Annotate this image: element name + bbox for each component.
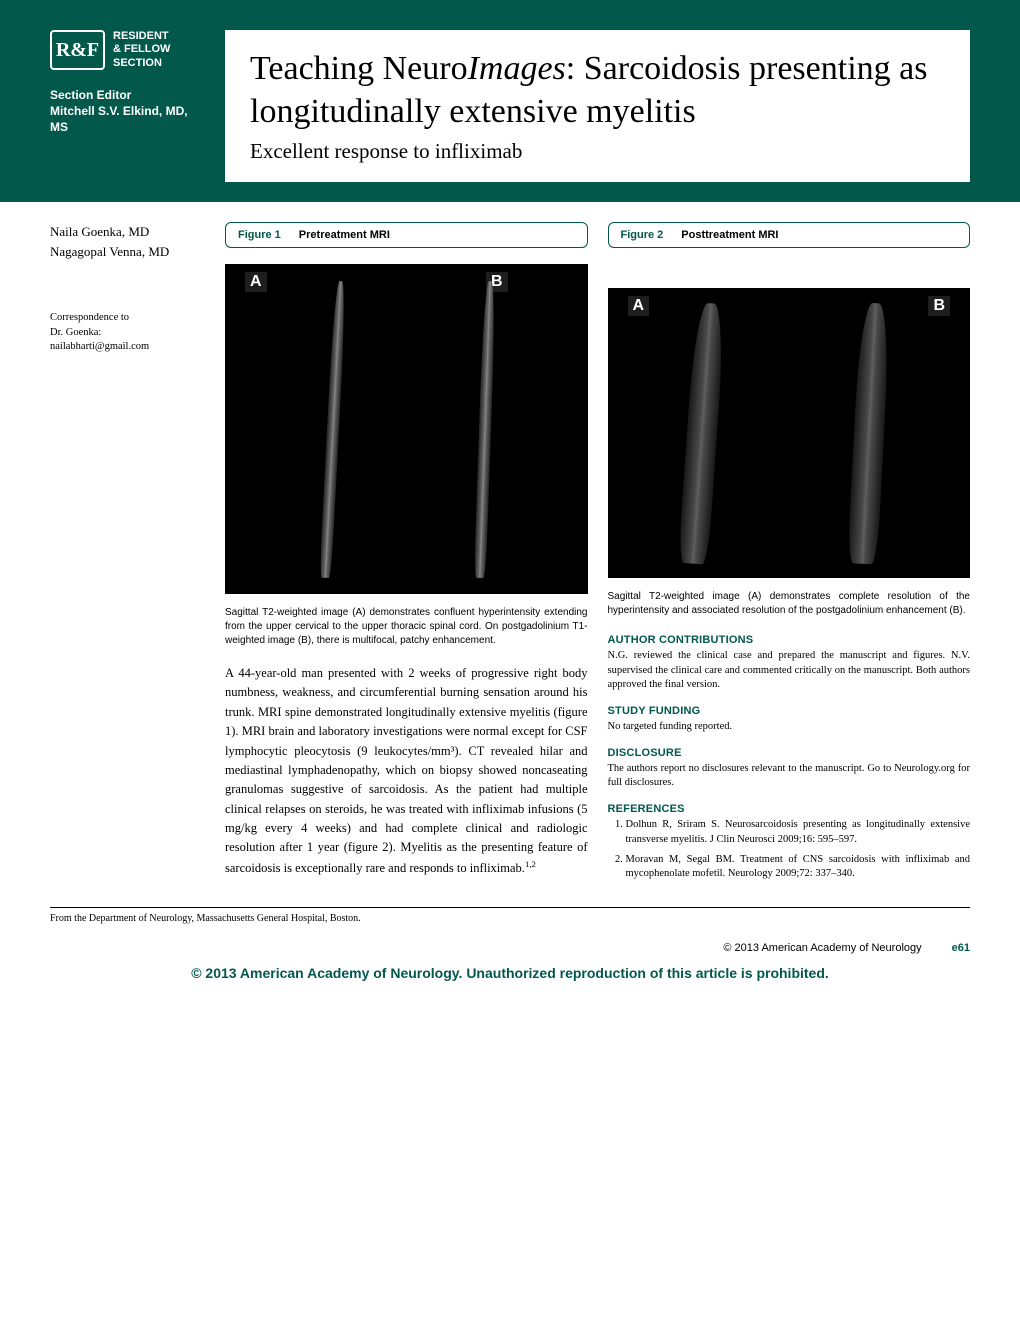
logo-line2: & FELLOW [113, 43, 170, 56]
section-editor-name: Mitchell S.V. Elkind, MD, MS [50, 104, 195, 135]
figure1-header: Figure 1 Pretreatment MRI [225, 222, 588, 248]
sidebar: Naila Goenka, MD Nagagopal Venna, MD Cor… [50, 222, 195, 887]
logo-text: RESIDENT & FELLOW SECTION [113, 30, 170, 70]
title-italic: Images [468, 50, 566, 87]
header-band: R&F RESIDENT & FELLOW SECTION Section Ed… [0, 0, 1020, 202]
figure2-header: Figure 2 Posttreatment MRI [608, 222, 971, 248]
logo: R&F RESIDENT & FELLOW SECTION [50, 30, 195, 70]
figure1-image: A B [225, 264, 588, 594]
title-prefix: Teaching Neuro [250, 50, 468, 87]
page-number: e61 [952, 942, 970, 954]
body-text-content: A 44-year-old man presented with 2 weeks… [225, 666, 588, 875]
references-list: Dolhun R, Sriram S. Neurosarcoidosis pre… [608, 818, 971, 882]
mri-spine-icon [319, 280, 347, 577]
correspondence-email: nailabharti@gmail.com [50, 340, 195, 355]
figure2-caption: Sagittal T2-weighted image (A) demonstra… [608, 590, 971, 618]
mri-spine-icon [474, 280, 496, 577]
reference-item: Dolhun R, Sriram S. Neurosarcoidosis pre… [626, 818, 971, 847]
article-subtitle: Excellent response to infliximab [250, 139, 945, 164]
figure2-num: Figure 2 [621, 229, 664, 241]
column-right: Figure 2 Posttreatment MRI A B Sagittal … [608, 222, 971, 887]
disclosure-head: DISCLOSURE [608, 747, 971, 759]
copyright-bar: © 2013 American Academy of Neurology. Un… [0, 959, 1020, 995]
figure1-caption: Sagittal T2-weighted image (A) demonstra… [225, 606, 588, 648]
copyright-short: © 2013 American Academy of Neurology [723, 942, 921, 954]
figure2-panel-a-label: A [628, 296, 650, 316]
affiliation: From the Department of Neurology, Massac… [50, 907, 970, 924]
logo-line3: SECTION [113, 57, 170, 70]
reference-item: Moravan M, Segal BM. Treatment of CNS sa… [626, 853, 971, 882]
body-refs-superscript: 1,2 [525, 859, 536, 869]
author-list: Naila Goenka, MD Nagagopal Venna, MD [50, 222, 195, 261]
author-contributions-body: N.G. reviewed the clinical case and prep… [608, 649, 971, 693]
figure2-panel-b-label: B [928, 296, 950, 316]
logo-mark: R&F [50, 30, 105, 70]
title-card: Teaching NeuroImages: Sarcoidosis presen… [225, 30, 970, 182]
header-left: R&F RESIDENT & FELLOW SECTION Section Ed… [50, 30, 195, 135]
author: Naila Goenka, MD [50, 222, 195, 242]
disclosure-body: The authors report no disclosures releva… [608, 762, 971, 791]
body-area: Naila Goenka, MD Nagagopal Venna, MD Cor… [0, 202, 1020, 897]
logo-line1: RESIDENT [113, 30, 170, 43]
mri-spine-icon [847, 302, 891, 564]
author-contributions-head: AUTHOR CONTRIBUTIONS [608, 634, 971, 646]
correspondence-to: Dr. Goenka: [50, 326, 195, 341]
article-title: Teaching NeuroImages: Sarcoidosis presen… [250, 48, 945, 133]
body-paragraph: A 44-year-old man presented with 2 weeks… [225, 664, 588, 878]
study-funding-head: STUDY FUNDING [608, 705, 971, 717]
study-funding-body: No targeted funding reported. [608, 720, 971, 735]
correspondence-label: Correspondence to [50, 311, 195, 326]
figure1-title: Pretreatment MRI [299, 229, 390, 241]
correspondence: Correspondence to Dr. Goenka: nailabhart… [50, 311, 195, 355]
mri-spine-icon [678, 302, 726, 564]
figure1-num: Figure 1 [238, 229, 281, 241]
references-head: REFERENCES [608, 803, 971, 815]
column-left: Figure 1 Pretreatment MRI A B Sagittal T… [225, 222, 588, 887]
footer-line: © 2013 American Academy of Neurology e61 [50, 942, 970, 954]
figure2-image: A B [608, 288, 971, 578]
section-editor-label: Section Editor [50, 88, 195, 102]
author: Nagagopal Venna, MD [50, 242, 195, 262]
figure1-panel-a-label: A [245, 272, 267, 292]
main-columns: Figure 1 Pretreatment MRI A B Sagittal T… [225, 222, 970, 887]
figure2-title: Posttreatment MRI [681, 229, 778, 241]
